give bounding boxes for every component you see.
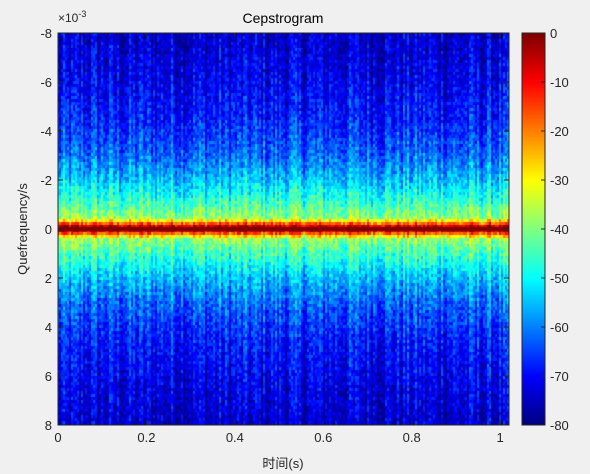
y-tick-label: 4 (45, 320, 52, 335)
x-tick-label: 1 (497, 430, 504, 445)
colorbar-tick-label: -40 (550, 222, 569, 237)
y-axis-label: Quefrequency/s (15, 183, 30, 275)
x-tick-label: 0.2 (137, 430, 155, 445)
y-tick-label: -4 (40, 124, 52, 139)
colorbar-tick-label: -20 (550, 124, 569, 139)
chart-title: Cepstrogram (243, 10, 324, 26)
x-tick-label: 0.8 (403, 430, 421, 445)
y-tick-label: 2 (45, 271, 52, 286)
colorbar-tick-label: -80 (550, 418, 569, 433)
y-tick-label: -2 (40, 173, 52, 188)
colorbar-tick-label: -30 (550, 173, 569, 188)
colorbar-tick-label: 0 (550, 26, 557, 41)
y-tick-label: 8 (45, 418, 52, 433)
colorbar-axis: 0 -10 -20 -30 -40 -50 -60 -70 -80 (541, 26, 569, 433)
y-tick-label: -6 (40, 75, 52, 90)
x-tick-label: 0.6 (314, 430, 332, 445)
colorbar (522, 33, 545, 425)
colorbar-tick-label: -60 (550, 320, 569, 335)
x-tick-label: 0.4 (226, 430, 244, 445)
x-axis: 0 0.2 0.4 0.6 0.8 1 (54, 33, 504, 445)
y-tick-label: 6 (45, 369, 52, 384)
x-axis-label: 时间(s) (262, 456, 303, 471)
x-tick-label: 0 (54, 430, 61, 445)
colorbar-tick-label: -70 (550, 369, 569, 384)
heatmap-image (58, 33, 509, 425)
y-exponent: ×10-3 (58, 9, 86, 25)
y-axis: -8 -6 -4 -2 0 2 4 6 8 (40, 26, 509, 433)
y-tick-label: -8 (40, 26, 52, 41)
colorbar-tick-label: -50 (550, 271, 569, 286)
y-tick-label: 0 (45, 222, 52, 237)
colorbar-tick-label: -10 (550, 75, 569, 90)
